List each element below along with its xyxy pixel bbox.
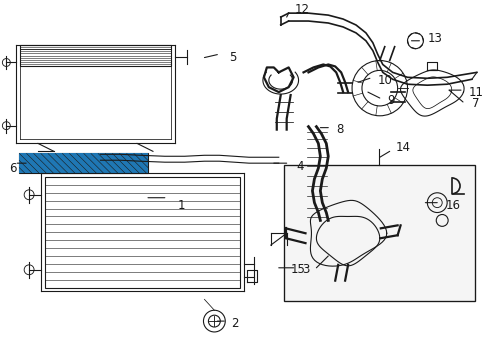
Text: 11: 11 bbox=[468, 86, 483, 99]
Text: 3: 3 bbox=[302, 263, 309, 276]
Text: 13: 13 bbox=[427, 32, 441, 45]
Text: 12: 12 bbox=[294, 3, 309, 16]
Text: 14: 14 bbox=[395, 141, 410, 154]
Text: 16: 16 bbox=[444, 199, 459, 212]
Bar bbox=[19, 153, 148, 173]
Text: 10: 10 bbox=[377, 74, 392, 87]
Text: 1: 1 bbox=[177, 199, 185, 212]
Text: 2: 2 bbox=[231, 316, 238, 329]
Text: 8: 8 bbox=[336, 123, 343, 136]
Text: 6: 6 bbox=[9, 162, 17, 175]
Text: 4: 4 bbox=[296, 159, 304, 173]
Text: 15: 15 bbox=[290, 263, 305, 276]
Text: 9: 9 bbox=[387, 94, 394, 107]
Text: 5: 5 bbox=[229, 51, 236, 64]
Text: 7: 7 bbox=[471, 98, 478, 111]
Bar bbox=[283, 165, 474, 301]
